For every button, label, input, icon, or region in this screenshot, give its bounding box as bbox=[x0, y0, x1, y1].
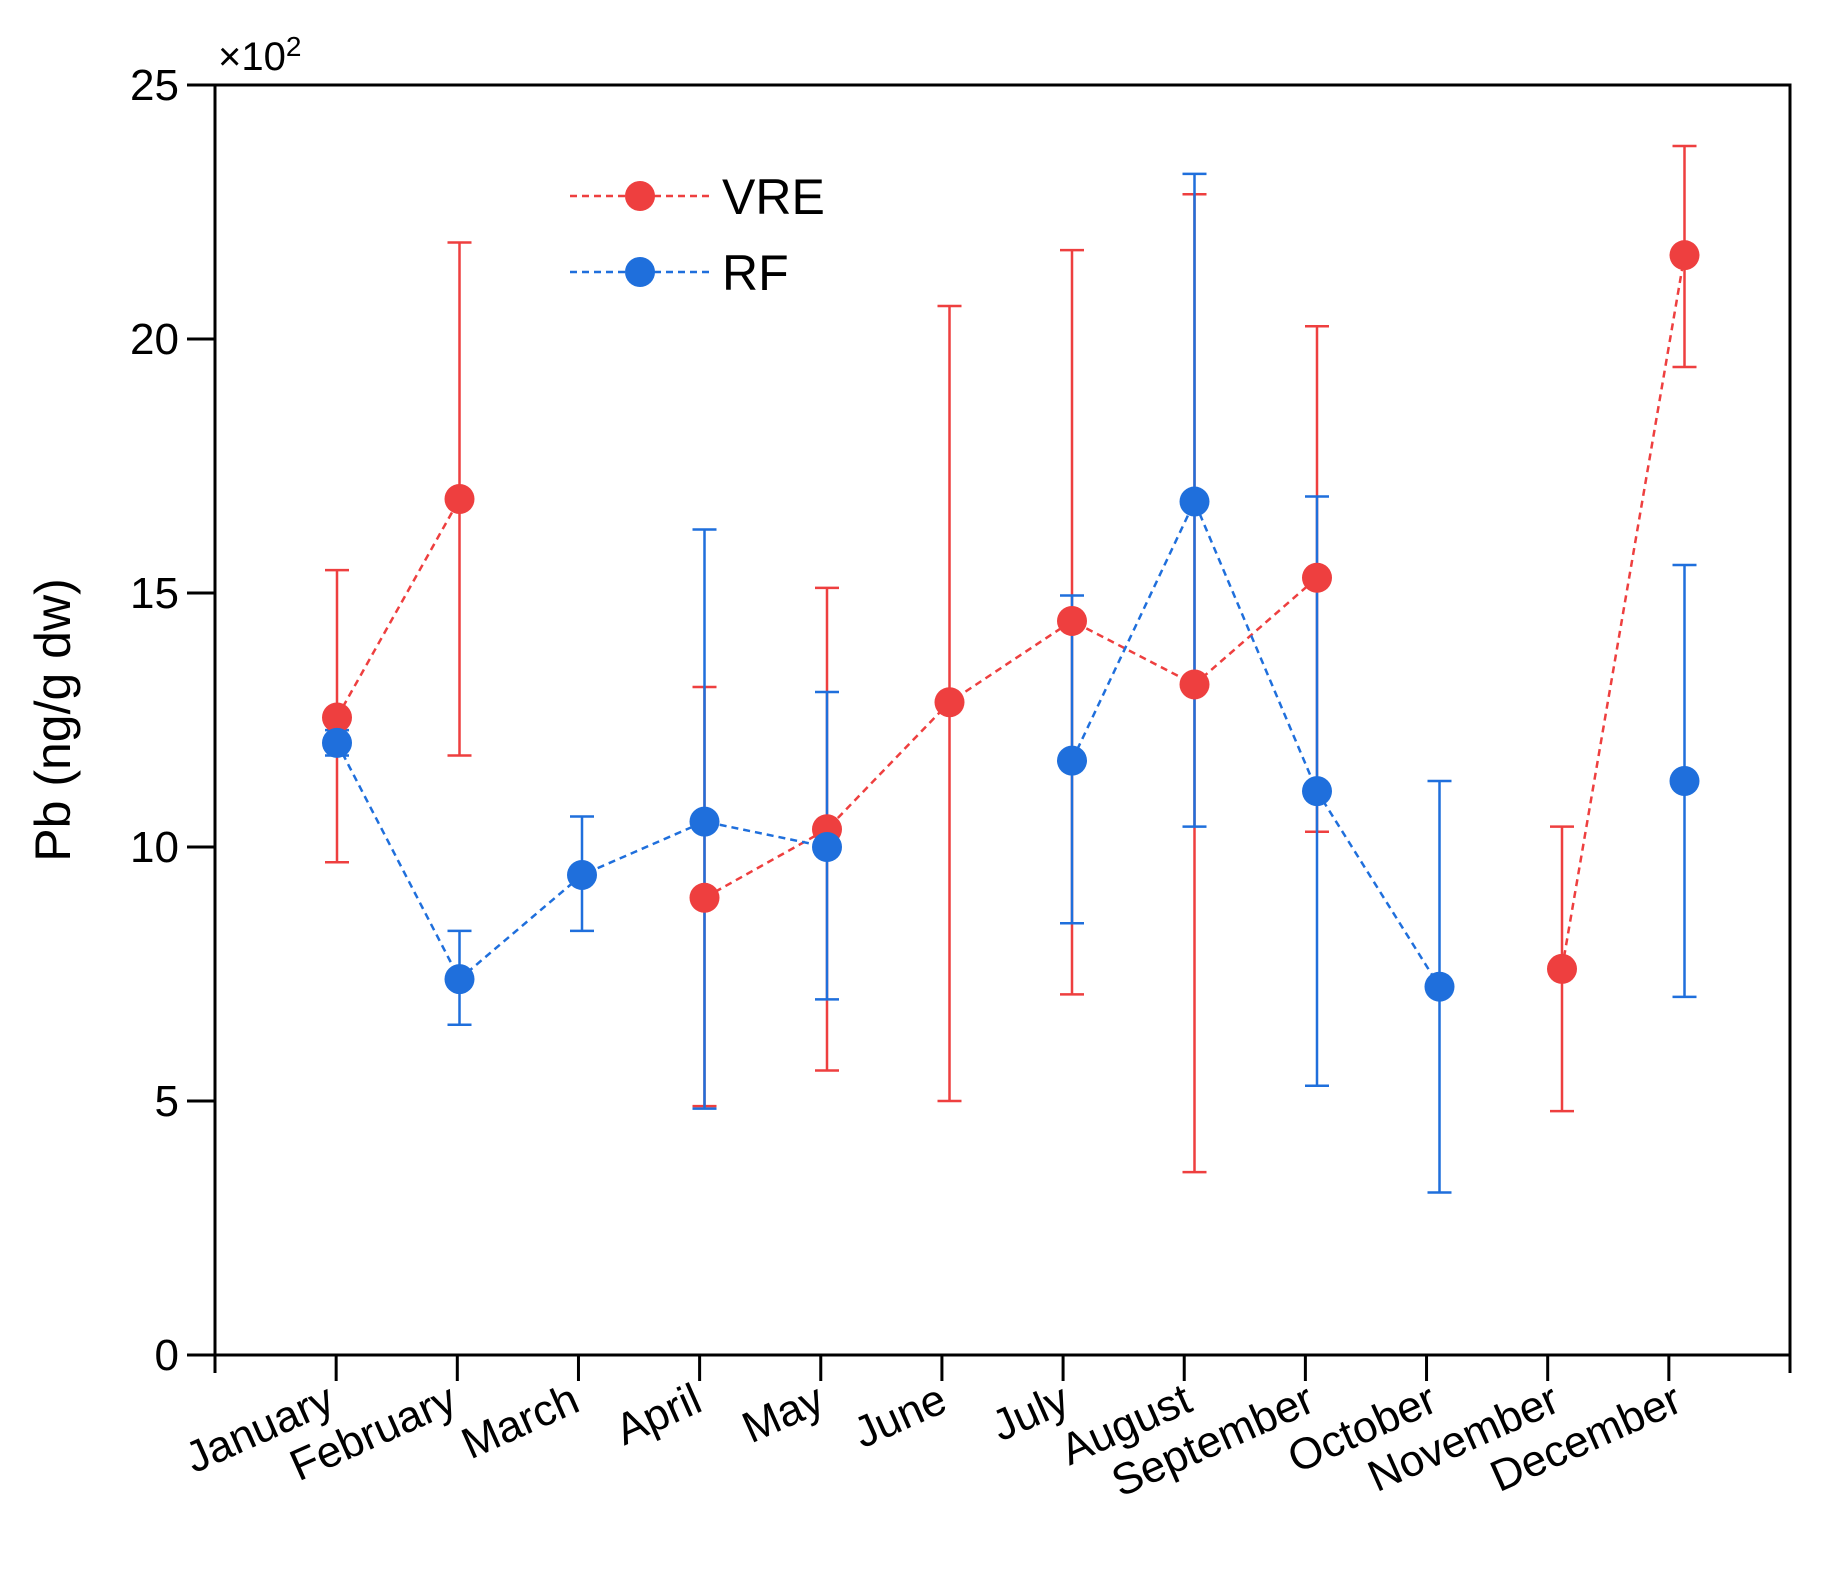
x-tick-label: April bbox=[608, 1374, 708, 1455]
legend-vre-label: VRE bbox=[722, 169, 825, 225]
y-axis-multiplier: ×102 bbox=[218, 31, 301, 79]
plot-area-frame bbox=[213, 83, 1792, 1357]
vre-series-line bbox=[1560, 254, 1686, 970]
x-tick-label: June bbox=[846, 1374, 953, 1458]
y-axis: 0 5 10 15 20 25 bbox=[130, 61, 215, 1380]
y-tick-label: 25 bbox=[130, 61, 179, 110]
vre-point bbox=[1302, 562, 1332, 593]
vre-point bbox=[444, 484, 475, 515]
rf-point bbox=[444, 964, 475, 995]
rf-point bbox=[1057, 745, 1087, 776]
legend-rf-marker bbox=[625, 257, 655, 287]
vre-point bbox=[934, 687, 965, 718]
vre-point bbox=[1179, 669, 1210, 700]
x-tick-label: March bbox=[454, 1374, 586, 1468]
vre-point bbox=[1057, 605, 1087, 636]
vre-series-line bbox=[703, 576, 1318, 899]
y-tick-label: 20 bbox=[130, 315, 179, 364]
y-tick-label: 15 bbox=[130, 569, 179, 618]
rf-point bbox=[812, 832, 842, 862]
error-bars bbox=[325, 144, 1697, 1194]
rf-point bbox=[1669, 765, 1700, 796]
rf-point bbox=[689, 806, 720, 837]
vre-point bbox=[322, 702, 352, 733]
y-tick-label: 5 bbox=[155, 1077, 179, 1126]
series-lines bbox=[335, 254, 1686, 988]
x-tick-label: May bbox=[735, 1374, 831, 1453]
y-tick-label: 10 bbox=[130, 823, 179, 872]
rf-point bbox=[1424, 971, 1455, 1002]
legend: VRE RF bbox=[570, 169, 825, 301]
vre-point bbox=[1547, 953, 1577, 984]
data-markers bbox=[322, 240, 1700, 1002]
y-axis-multiplier-base: ×10 bbox=[218, 35, 286, 79]
rf-point bbox=[567, 859, 597, 890]
rf-point bbox=[1179, 486, 1210, 517]
legend-rf-label: RF bbox=[722, 245, 789, 301]
vre-point bbox=[1669, 240, 1700, 271]
y-axis-multiplier-exponent: 2 bbox=[286, 31, 302, 62]
rf-point bbox=[1302, 776, 1332, 807]
y-axis-title: Pb (ng/g dw) bbox=[25, 578, 81, 861]
rf-series-line bbox=[1070, 498, 1441, 988]
rf-point bbox=[322, 727, 352, 758]
vre-point bbox=[689, 882, 720, 913]
vre-series-line bbox=[335, 498, 461, 719]
y-tick-label: 0 bbox=[155, 1331, 179, 1380]
legend-vre-marker bbox=[625, 181, 655, 211]
